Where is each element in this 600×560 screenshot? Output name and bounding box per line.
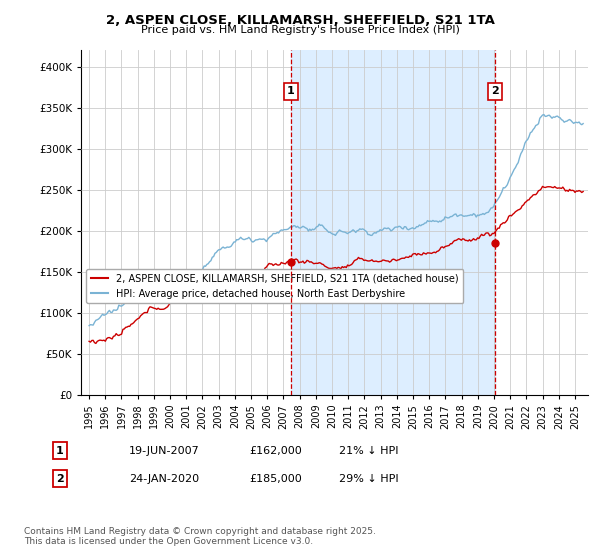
- Text: 2, ASPEN CLOSE, KILLAMARSH, SHEFFIELD, S21 1TA: 2, ASPEN CLOSE, KILLAMARSH, SHEFFIELD, S…: [106, 14, 494, 27]
- Text: 1: 1: [287, 86, 295, 96]
- Text: 2: 2: [56, 474, 64, 484]
- Text: 2: 2: [491, 86, 499, 96]
- Text: Price paid vs. HM Land Registry's House Price Index (HPI): Price paid vs. HM Land Registry's House …: [140, 25, 460, 35]
- Legend: 2, ASPEN CLOSE, KILLAMARSH, SHEFFIELD, S21 1TA (detached house), HPI: Average pr: 2, ASPEN CLOSE, KILLAMARSH, SHEFFIELD, S…: [86, 269, 463, 304]
- Bar: [291, 50, 495, 395]
- Text: Contains HM Land Registry data © Crown copyright and database right 2025.
This d: Contains HM Land Registry data © Crown c…: [24, 526, 376, 546]
- Text: 1: 1: [56, 446, 64, 456]
- Text: 29% ↓ HPI: 29% ↓ HPI: [339, 474, 398, 484]
- Text: 24-JAN-2020: 24-JAN-2020: [129, 474, 199, 484]
- Text: 19-JUN-2007: 19-JUN-2007: [129, 446, 200, 456]
- Text: 21% ↓ HPI: 21% ↓ HPI: [339, 446, 398, 456]
- Text: £185,000: £185,000: [249, 474, 302, 484]
- Text: £162,000: £162,000: [249, 446, 302, 456]
